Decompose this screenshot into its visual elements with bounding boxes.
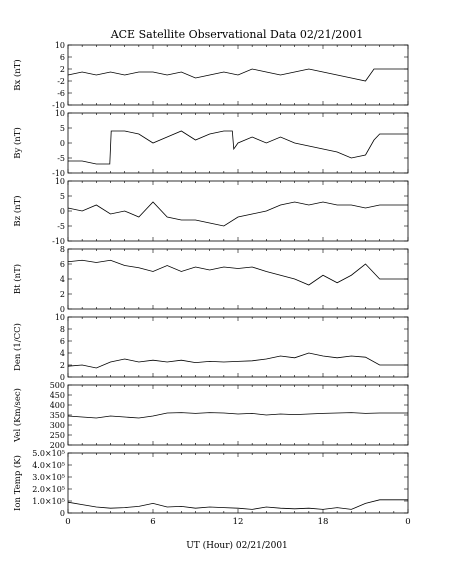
y-tick-label: 450: [50, 391, 65, 400]
panels-layer: 10 6 2 -2 -6 -10 Bx (nT) 10 5 0 -5 -10 By (nT) 10 5 0 -5…: [12, 41, 411, 527]
y-tick-label: 5: [60, 192, 65, 201]
y-tick-label: -10: [52, 169, 65, 178]
y-tick-label: 350: [50, 411, 65, 420]
x-axis-label: UT (Hour) 02/21/2001: [186, 540, 288, 551]
panel-frame: [67, 316, 409, 378]
y-tick-label: 10: [55, 177, 65, 186]
y-tick-label: 250: [50, 431, 65, 440]
y-tick-label: 300: [50, 421, 65, 430]
y-tick-label: 6: [60, 260, 65, 269]
y-axis-label: Ion Temp (K): [12, 455, 23, 511]
panel-frame: [67, 452, 409, 514]
y-axis-label: Bx (nT): [12, 59, 23, 91]
y-tick-label: 6: [60, 337, 65, 346]
y-tick-label: 2: [60, 290, 65, 299]
y-tick-label: 0: [60, 373, 65, 382]
y-tick-label: 4: [60, 275, 65, 284]
x-tick-label: 0: [65, 517, 70, 527]
y-tick-label: 1.0×10⁵: [32, 497, 65, 506]
y-tick-label: 400: [50, 401, 65, 410]
y-tick-label: -10: [52, 237, 65, 246]
panel-frame: [67, 180, 409, 242]
y-tick-label: 5.0×10⁵: [32, 449, 65, 458]
x-tick-label: 18: [318, 517, 329, 527]
y-tick-label: 6: [60, 53, 65, 62]
y-axis-label: Vel (Km/sec): [12, 388, 23, 443]
panel-4: 8 6 4 2 0 Bt (nT): [12, 245, 409, 314]
series-line: [67, 259, 408, 286]
y-tick-label: 8: [60, 245, 65, 254]
y-tick-label: 0: [60, 207, 65, 216]
x-tick-label: 12: [233, 517, 244, 527]
y-axis-label: Den (1/CC): [12, 323, 23, 371]
series-line: [67, 499, 408, 510]
panel-frame: [67, 384, 409, 446]
y-tick-label: 8: [60, 325, 65, 334]
series-line: [68, 130, 408, 165]
panel-2: 10 5 0 -5 -10 By (nT): [12, 109, 409, 178]
x-tick-label: 6: [150, 517, 155, 527]
y-tick-label: 3.0×10⁵: [32, 473, 65, 482]
y-tick-label: 200: [50, 441, 65, 450]
y-tick-label: 500: [50, 381, 65, 390]
y-tick-label: 4.0×10⁵: [32, 461, 65, 470]
chart-title: ACE Satellite Observational Data 02/21/2…: [110, 28, 364, 41]
y-tick-label: 2: [60, 65, 65, 74]
y-axis-label: Bt (nT): [12, 264, 23, 294]
y-tick-label: -5: [57, 222, 65, 231]
y-tick-label: -2: [57, 77, 65, 86]
y-tick-label: 10: [55, 41, 65, 50]
y-tick-label: 0: [60, 509, 65, 518]
y-tick-label: 0: [60, 139, 65, 148]
panel-1: 10 6 2 -2 -6 -10 Bx (nT): [12, 41, 409, 110]
y-axis-label: By (nT): [12, 127, 23, 159]
y-tick-label: -10: [52, 101, 65, 110]
y-tick-label: 10: [55, 313, 65, 322]
y-tick-label: -6: [57, 89, 65, 98]
panel-7: 5.0×10⁵ 4.0×10⁵ 3.0×10⁵ 2.0×10⁵ 1.0×10⁵ 0 Ion …: [12, 449, 411, 527]
series-line: [67, 352, 408, 369]
y-tick-label: 10: [55, 109, 65, 118]
panel-frame: [67, 248, 409, 310]
y-tick-label: 4: [60, 349, 65, 358]
series-line: [67, 201, 408, 227]
panel-3: 10 5 0 -5 -10 Bz (nT): [12, 177, 409, 246]
series-line: [67, 412, 408, 419]
panel-5: 10 8 6 4 2 0 Den (1/CC): [12, 313, 409, 382]
y-tick-label: -5: [57, 154, 65, 163]
y-axis-label: Bz (nT): [12, 195, 23, 226]
y-tick-label: 2: [60, 361, 65, 370]
y-tick-label: 0: [60, 305, 65, 314]
x-tick-label: 0: [405, 517, 410, 527]
y-tick-label: 2.0×10⁵: [32, 485, 65, 494]
y-tick-label: 5: [60, 124, 65, 133]
